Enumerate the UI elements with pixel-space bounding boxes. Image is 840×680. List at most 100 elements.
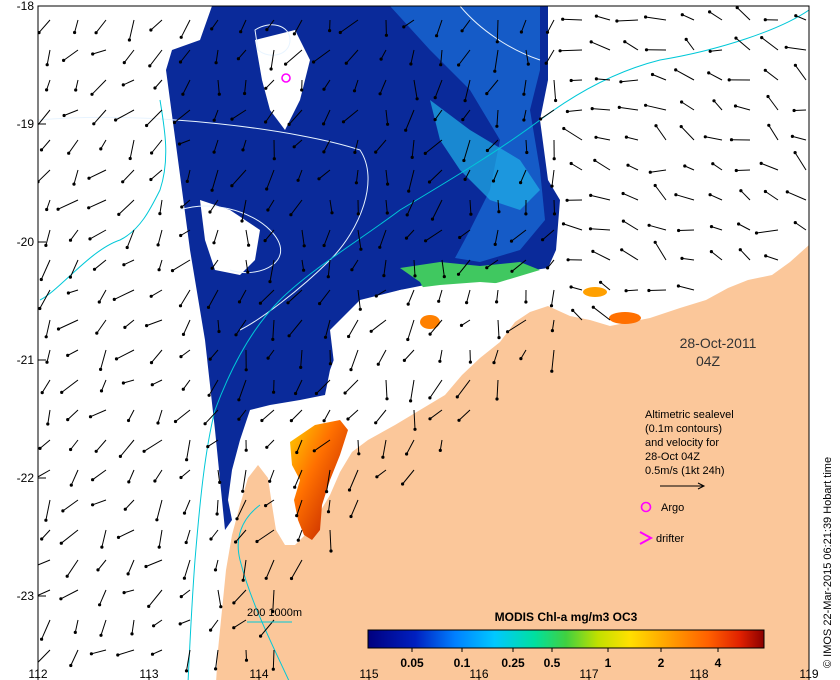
- bathymetry-contour-1000m: [187, 9, 809, 680]
- velocity-arrow: [186, 439, 191, 460]
- velocity-arrow: [348, 319, 359, 337]
- velocity-arrow: [291, 409, 303, 421]
- velocity-arrow: [496, 289, 499, 302]
- velocity-arrow: [180, 469, 191, 478]
- velocity-arrow: [265, 109, 275, 123]
- velocity-arrow: [90, 409, 107, 418]
- velocity-arrow: [46, 79, 51, 91]
- velocity-arrow: [182, 379, 191, 390]
- velocity-arrow: [233, 619, 247, 629]
- velocity-arrow: [260, 619, 275, 637]
- velocity-arrow: [407, 289, 415, 305]
- velocity-arrow: [705, 136, 723, 141]
- velocity-arrow: [211, 259, 219, 269]
- velocity-arrow: [272, 649, 275, 670]
- velocity-arrow: [740, 190, 751, 201]
- velocity-arrow: [61, 379, 79, 393]
- velocity-arrow: [293, 19, 303, 35]
- velocity-arrow: [761, 162, 779, 171]
- velocity-arrow: [551, 349, 555, 372]
- velocity-arrow: [494, 49, 499, 72]
- velocity-arrow: [293, 139, 303, 148]
- velocity-arrow: [96, 319, 107, 334]
- velocity-arrow: [238, 49, 247, 60]
- velocity-arrow: [626, 136, 639, 141]
- date-label: 28-Oct-2011: [680, 335, 757, 351]
- velocity-arrow: [92, 49, 107, 55]
- velocity-arrow: [264, 229, 275, 241]
- velocity-arrow: [62, 499, 79, 512]
- colorbar-tick-label: 4: [715, 656, 722, 670]
- y-tick-label: -18: [17, 0, 35, 13]
- velocity-arrow: [402, 469, 415, 485]
- velocity-arrow: [786, 46, 807, 51]
- velocity-arrow: [41, 529, 51, 540]
- velocity-arrow: [235, 529, 247, 543]
- x-tick-label: 114: [249, 667, 268, 680]
- velocity-arrow: [38, 559, 51, 566]
- velocity-arrow: [238, 379, 247, 400]
- velocity-arrow: [570, 286, 583, 291]
- velocity-arrow: [41, 619, 51, 640]
- velocity-arrow: [456, 379, 471, 398]
- velocity-arrow: [99, 589, 107, 605]
- velocity-arrow: [123, 79, 135, 86]
- velocity-arrow: [623, 220, 639, 231]
- velocity-arrow: [295, 379, 303, 394]
- velocity-arrow: [413, 409, 416, 430]
- velocity-arrow: [463, 139, 471, 161]
- velocity-arrow: [180, 619, 191, 625]
- velocity-arrow: [493, 169, 499, 182]
- velocity-arrow: [680, 126, 695, 141]
- velocity-arrow: [69, 259, 79, 278]
- velocity-arrow: [152, 379, 163, 386]
- velocity-arrow: [97, 559, 107, 571]
- velocity-arrow: [795, 15, 807, 21]
- velocity-arrow: [70, 469, 79, 486]
- velocity-arrow: [459, 229, 471, 238]
- x-tick-label: 118: [689, 667, 708, 680]
- velocity-arrow: [57, 199, 79, 210]
- velocity-arrow: [211, 169, 219, 191]
- velocity-arrow: [551, 169, 555, 187]
- velocity-arrow: [349, 469, 359, 491]
- velocity-arrow: [525, 49, 529, 65]
- velocity-arrow: [462, 109, 471, 120]
- velocity-arrow: [60, 529, 79, 544]
- velocity-arrow: [241, 199, 247, 222]
- velocity-arrow: [329, 199, 333, 213]
- velocity-arrow: [93, 109, 107, 125]
- velocity-arrow: [458, 259, 471, 275]
- velocity-arrow: [294, 469, 303, 488]
- velocity-arrow: [410, 379, 415, 401]
- velocity-arrow: [146, 109, 163, 126]
- velocity-arrow: [497, 319, 500, 338]
- legend-line-3: and velocity for: [645, 437, 719, 449]
- velocity-arrow: [157, 229, 163, 246]
- velocity-arrow: [436, 19, 443, 36]
- velocity-arrow: [123, 259, 135, 266]
- colorbar-title: MODIS Chl-a mg/m3 OC3: [495, 610, 638, 624]
- bloom-island-2: [609, 312, 641, 324]
- velocity-arrow: [60, 589, 79, 600]
- velocity-arrow: [592, 306, 611, 321]
- velocity-arrow: [794, 65, 807, 81]
- velocity-arrow: [266, 169, 275, 190]
- velocity-arrow: [184, 499, 191, 514]
- land-mass: [216, 245, 809, 680]
- velocity-arrow: [713, 100, 723, 111]
- sealevel-contour-4: [459, 6, 541, 61]
- colorbar-tick-label: 1: [605, 656, 612, 670]
- velocity-arrow: [323, 79, 331, 90]
- velocity-arrow: [767, 96, 779, 111]
- velocity-arrow: [709, 194, 723, 201]
- velocity-arrow: [458, 49, 471, 66]
- velocity-arrow: [204, 409, 219, 425]
- velocity-arrow: [100, 349, 107, 370]
- velocity-arrow: [101, 379, 107, 392]
- velocity-arrow: [655, 125, 667, 141]
- velocity-arrow: [45, 229, 51, 246]
- velocity-arrow: [181, 199, 191, 208]
- velocity-arrow: [768, 125, 779, 141]
- velocity-arrow: [70, 439, 79, 450]
